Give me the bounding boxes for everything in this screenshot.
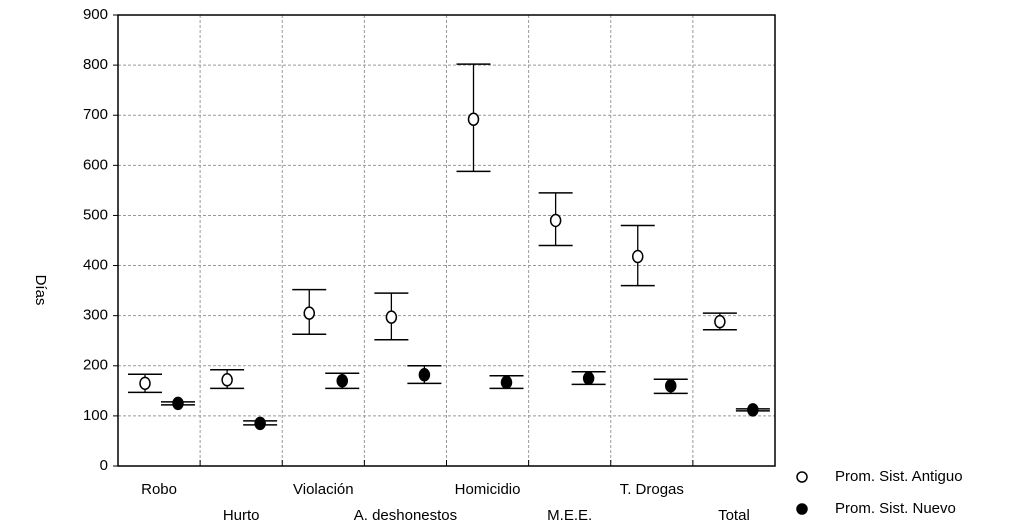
mean-marker <box>747 403 759 417</box>
y-tick-label: 900 <box>83 6 108 23</box>
y-tick-label: 500 <box>83 206 108 223</box>
mean-marker <box>549 213 562 228</box>
mean-marker <box>303 306 315 320</box>
mean-marker <box>418 368 431 382</box>
mean-marker <box>665 379 677 393</box>
mean-marker <box>385 310 398 324</box>
mean-marker <box>221 373 233 387</box>
mean-marker <box>172 396 184 411</box>
mean-marker <box>139 376 151 391</box>
legend-marker <box>796 471 808 483</box>
legend-label: Prom. Sist. Antiguo <box>835 468 963 485</box>
mean-marker <box>254 416 266 431</box>
mean-marker <box>336 374 348 388</box>
x-tick-label: Violación <box>293 481 354 498</box>
x-tick-label: A. deshonestos <box>354 507 457 524</box>
mean-marker <box>467 112 480 126</box>
x-tick-label: Hurto <box>223 507 260 524</box>
y-tick-label: 600 <box>83 156 108 173</box>
plot-frame <box>117 14 776 467</box>
y-tick-label: 100 <box>83 407 108 424</box>
y-tick-label: 300 <box>83 307 108 324</box>
y-tick-label: 800 <box>83 56 108 73</box>
x-tick-label: M.E.E. <box>547 507 592 524</box>
mean-marker <box>632 249 644 264</box>
y-tick-label: 700 <box>83 106 108 123</box>
y-tick-label: 0 <box>100 457 108 474</box>
y-axis-label: Días <box>32 275 49 306</box>
x-tick-label: Homicidio <box>455 481 521 498</box>
legend-marker <box>796 503 808 515</box>
mean-marker <box>582 371 595 386</box>
x-tick-label: Robo <box>141 481 177 498</box>
y-tick-label: 200 <box>83 357 108 374</box>
y-tick-label: 400 <box>83 257 108 274</box>
x-tick-label: T. Drogas <box>620 481 684 498</box>
x-tick-label: Total <box>718 507 750 524</box>
mean-marker <box>714 314 726 329</box>
legend-label: Prom. Sist. Nuevo <box>835 500 956 517</box>
mean-marker <box>500 375 513 390</box>
